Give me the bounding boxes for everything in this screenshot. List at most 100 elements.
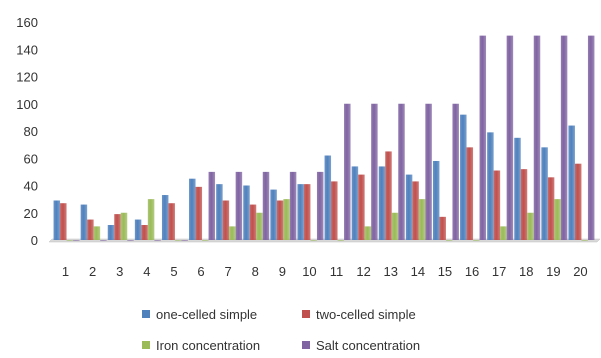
bar-salt-concentration-6: Salt concentration: 50 xyxy=(208,171,216,241)
bar-iron-concentration-19: Iron concentration: 30 xyxy=(554,199,561,241)
x-tick-label: 16 xyxy=(465,264,479,279)
x-tick-label: 10 xyxy=(302,264,316,279)
bar-salt-concentration-14: Salt concentration: 100 xyxy=(425,103,432,240)
bar-two-celled-simple-12: two-celled simple: 48 xyxy=(358,174,365,240)
bar-salt-concentration-9: Salt concentration: 50 xyxy=(289,171,297,241)
bar-one-celled-simple-12: one-celled simple: 54 xyxy=(351,166,359,240)
x-tick-label: 15 xyxy=(438,264,452,279)
bar-iron-concentration-9: Iron concentration: 30 xyxy=(283,199,290,241)
bar-salt-concentration-11: Salt concentration: 100 xyxy=(344,103,351,240)
x-tick-label: 2 xyxy=(89,264,96,279)
x-tick-label: 18 xyxy=(519,264,533,279)
bar-two-celled-simple-9: two-celled simple: 29 xyxy=(276,200,284,240)
bar-salt-concentration-3: Salt concentration: 0 xyxy=(127,240,134,241)
x-tick-label: 5 xyxy=(170,264,177,279)
bar-two-celled-simple-5: two-celled simple: 27 xyxy=(168,203,175,240)
x-tick-label: 8 xyxy=(252,264,259,279)
bar-salt-concentration-2: Salt concentration: 0 xyxy=(100,240,107,241)
bar-two-celled-simple-20: two-celled simple: 56 xyxy=(574,163,582,240)
bar-one-celled-simple-18: one-celled simple: 75 xyxy=(514,137,521,240)
legend-swatch xyxy=(142,310,150,318)
x-tick-label: 7 xyxy=(225,264,232,279)
bar-iron-concentration-11: Iron concentration: 0 xyxy=(337,240,345,241)
y-tick-label: 20 xyxy=(24,206,38,221)
y-tick-label: 60 xyxy=(24,151,38,166)
legend-label: Iron concentration xyxy=(156,338,260,353)
bar-one-celled-simple-19: one-celled simple: 68 xyxy=(541,147,548,240)
bar-iron-concentration-17: Iron concentration: 10 xyxy=(500,226,507,241)
bar-iron-concentration-14: Iron concentration: 30 xyxy=(418,199,426,241)
bar-two-celled-simple-13: two-celled simple: 65 xyxy=(385,151,392,240)
bar-one-celled-simple-1: one-celled simple: 29 xyxy=(53,200,61,240)
bar-one-celled-simple-8: one-celled simple: 40 xyxy=(243,185,250,240)
bar-iron-concentration-1: Iron concentration: 0 xyxy=(66,240,74,241)
bar-iron-concentration-7: Iron concentration: 10 xyxy=(229,226,236,241)
bar-one-celled-simple-4: one-celled simple: 15 xyxy=(134,219,142,240)
bar-iron-concentration-6: Iron concentration: 0 xyxy=(202,240,209,241)
legend-label: two-celled simple xyxy=(316,307,416,322)
bar-one-celled-simple-5: one-celled simple: 33 xyxy=(161,195,169,240)
bar-two-celled-simple-1: two-celled simple: 27 xyxy=(60,203,67,240)
x-tick-label: 19 xyxy=(546,264,560,279)
bar-iron-concentration-8: Iron concentration: 20 xyxy=(256,212,263,240)
x-tick-label: 1 xyxy=(62,264,69,279)
plot-area: one-celled simple: 29two-celled simple: … xyxy=(48,35,601,243)
bar-one-celled-simple-20: one-celled simple: 84 xyxy=(568,125,575,240)
bar-salt-concentration-1: Salt concentration: 0 xyxy=(73,240,80,241)
legend-swatch xyxy=(302,341,310,349)
bar-salt-concentration-18: Salt concentration: 150 xyxy=(533,35,541,241)
bar-salt-concentration-5: Salt concentration: 0 xyxy=(181,240,188,241)
legend: one-celled simple two-celled simple Iron c… xyxy=(142,307,420,353)
legend-label: Salt concentration xyxy=(316,338,420,353)
bar-one-celled-simple-13: one-celled simple: 54 xyxy=(378,166,386,240)
bar-two-celled-simple-15: two-celled simple: 17 xyxy=(439,216,446,240)
bar-iron-concentration-4: Iron concentration: 30 xyxy=(147,199,155,241)
y-tick-label: 40 xyxy=(24,179,38,194)
bar-salt-concentration-7: Salt concentration: 50 xyxy=(235,171,243,241)
bar-iron-concentration-13: Iron concentration: 20 xyxy=(391,212,399,240)
x-tick-label: 17 xyxy=(492,264,506,279)
bar-two-celled-simple-2: two-celled simple: 15 xyxy=(87,219,94,240)
bar-one-celled-simple-7: one-celled simple: 41 xyxy=(216,184,223,240)
bar-one-celled-simple-15: one-celled simple: 58 xyxy=(432,160,440,240)
bar-two-celled-simple-17: two-celled simple: 51 xyxy=(493,170,501,240)
x-axis-ticks: 1 2 3 4 5 6 7 8 9 10 11 12 13 14 15 16 17 18 19 20 xyxy=(62,264,588,279)
y-tick-label: 140 xyxy=(16,42,38,57)
bar-iron-concentration-2: Iron concentration: 10 xyxy=(93,226,101,241)
bar-salt-concentration-15: Salt concentration: 100 xyxy=(452,103,459,240)
bar-iron-concentration-18: Iron concentration: 20 xyxy=(527,212,534,240)
bar-two-celled-simple-19: two-celled simple: 46 xyxy=(547,177,555,240)
bar-iron-concentration-10: Iron concentration: 0 xyxy=(310,240,317,241)
bar-one-celled-simple-16: one-celled simple: 92 xyxy=(460,114,467,240)
bar-salt-concentration-12: Salt concentration: 100 xyxy=(371,103,378,240)
x-tick-label: 3 xyxy=(116,264,123,279)
bar-one-celled-simple-14: one-celled simple: 48 xyxy=(405,174,413,240)
y-tick-label: 120 xyxy=(16,70,38,85)
bar-one-celled-simple-17: one-celled simple: 79 xyxy=(487,132,494,240)
x-tick-label: 20 xyxy=(573,264,587,279)
legend-swatch xyxy=(142,341,150,349)
bar-one-celled-simple-10: one-celled simple: 41 xyxy=(297,184,304,240)
bar-iron-concentration-3: Iron concentration: 20 xyxy=(120,212,128,240)
bar-salt-concentration-17: Salt concentration: 150 xyxy=(506,35,514,241)
bar-two-celled-simple-4: two-celled simple: 11 xyxy=(141,225,148,240)
bar-one-celled-simple-6: one-celled simple: 45 xyxy=(189,178,196,240)
x-tick-label: 14 xyxy=(411,264,425,279)
bar-salt-concentration-10: Salt concentration: 50 xyxy=(316,171,324,241)
bar-iron-concentration-16: Iron concentration: 0 xyxy=(473,240,480,241)
bar-iron-concentration-12: Iron concentration: 10 xyxy=(364,226,372,241)
bar-one-celled-simple-11: one-celled simple: 62 xyxy=(324,155,332,240)
bar-one-celled-simple-3: one-celled simple: 11 xyxy=(107,225,115,240)
bar-two-celled-simple-14: two-celled simple: 43 xyxy=(412,181,419,240)
x-tick-label: 6 xyxy=(197,264,204,279)
x-tick-label: 13 xyxy=(384,264,398,279)
y-tick-label: 160 xyxy=(16,15,38,30)
y-tick-label: 80 xyxy=(24,124,38,139)
bar-iron-concentration-20: Iron concentration: 0 xyxy=(581,240,588,241)
bar-iron-concentration-15: Iron concentration: 0 xyxy=(445,240,453,241)
y-tick-label: 0 xyxy=(31,233,38,248)
bar-one-celled-simple-2: one-celled simple: 26 xyxy=(80,204,88,240)
bar-two-celled-simple-11: two-celled simple: 43 xyxy=(331,181,338,240)
legend-label: one-celled simple xyxy=(156,307,257,322)
x-tick-label: 4 xyxy=(143,264,150,279)
